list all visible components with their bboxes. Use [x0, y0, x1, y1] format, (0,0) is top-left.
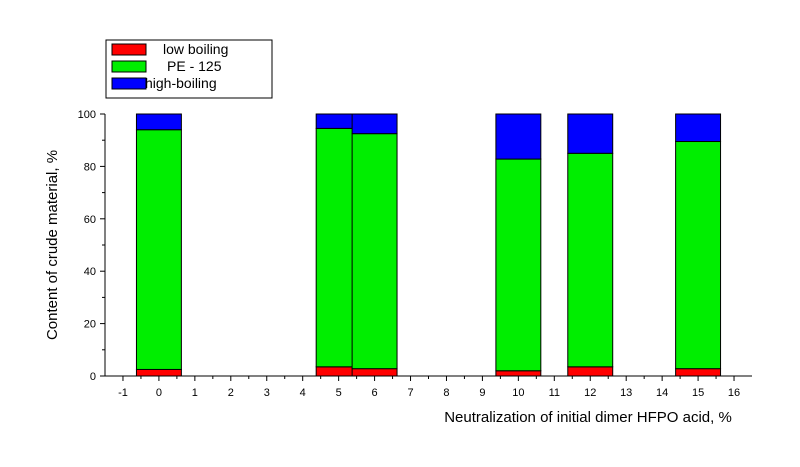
bar-segment-2-x15 [675, 141, 722, 370]
bar-segment-3-x15 [675, 113, 722, 143]
y-tick-label: 20 [84, 319, 96, 331]
bar-segment-1-x0 [135, 368, 182, 377]
x-tick-label: 13 [620, 387, 632, 399]
legend-swatch-1 [111, 43, 147, 56]
x-tick-label: 9 [479, 387, 485, 399]
bar-segment-2-x0 [135, 129, 182, 370]
bar-segment-3-x6 [351, 113, 398, 135]
x-tick-label: 2 [228, 387, 234, 399]
legend-swatch-2 [111, 60, 147, 73]
bar-segment-3-x12 [567, 113, 614, 154]
legend-label-1: low boiling [163, 41, 228, 57]
y-tick-label: 0 [90, 371, 96, 383]
bar-segment-2-x12 [567, 152, 614, 368]
bar-segment-1-x15 [675, 368, 722, 377]
bar-segment-3-x0 [135, 113, 182, 131]
x-tick-label: 7 [407, 387, 413, 399]
bar-segment-2-x10 [495, 158, 542, 372]
x-tick-label: -1 [118, 387, 128, 399]
legend-swatch-3 [111, 77, 147, 90]
x-tick-label: 15 [692, 387, 704, 399]
legend-label-2: PE - 125 [167, 58, 222, 74]
x-tick-label: 10 [512, 387, 524, 399]
legend-label-3: high-boiling [145, 75, 217, 91]
x-tick-label: 14 [656, 387, 668, 399]
x-tick-label: 8 [443, 387, 449, 399]
y-axis-title: Content of crude material, % [44, 150, 61, 340]
x-tick-label: 11 [549, 387, 560, 399]
bar-segment-1-x10 [495, 370, 542, 377]
x-tick-label: 12 [584, 387, 596, 399]
x-axis-title: Neutralization of initial dimer HFPO aci… [444, 409, 732, 426]
x-tick-label: 6 [372, 387, 378, 399]
bar-segment-3-x10 [495, 113, 542, 160]
x-tick-label: 0 [156, 387, 162, 399]
x-tick-label: 1 [192, 387, 198, 399]
y-tick-label: 40 [84, 266, 96, 278]
x-tick-label: 5 [336, 387, 342, 399]
x-tick-label: 4 [300, 387, 306, 399]
x-tick-label: 3 [264, 387, 270, 399]
bars-layer [135, 113, 722, 377]
bar-segment-1-x12 [567, 366, 614, 377]
bar-segment-1-x6 [351, 368, 398, 377]
bar-segment-2-x6 [351, 133, 398, 370]
y-tick-label: 100 [78, 109, 96, 121]
x-tick-label: 16 [728, 387, 740, 399]
y-tick-label: 60 [84, 214, 96, 226]
y-tick-label: 80 [84, 161, 96, 173]
